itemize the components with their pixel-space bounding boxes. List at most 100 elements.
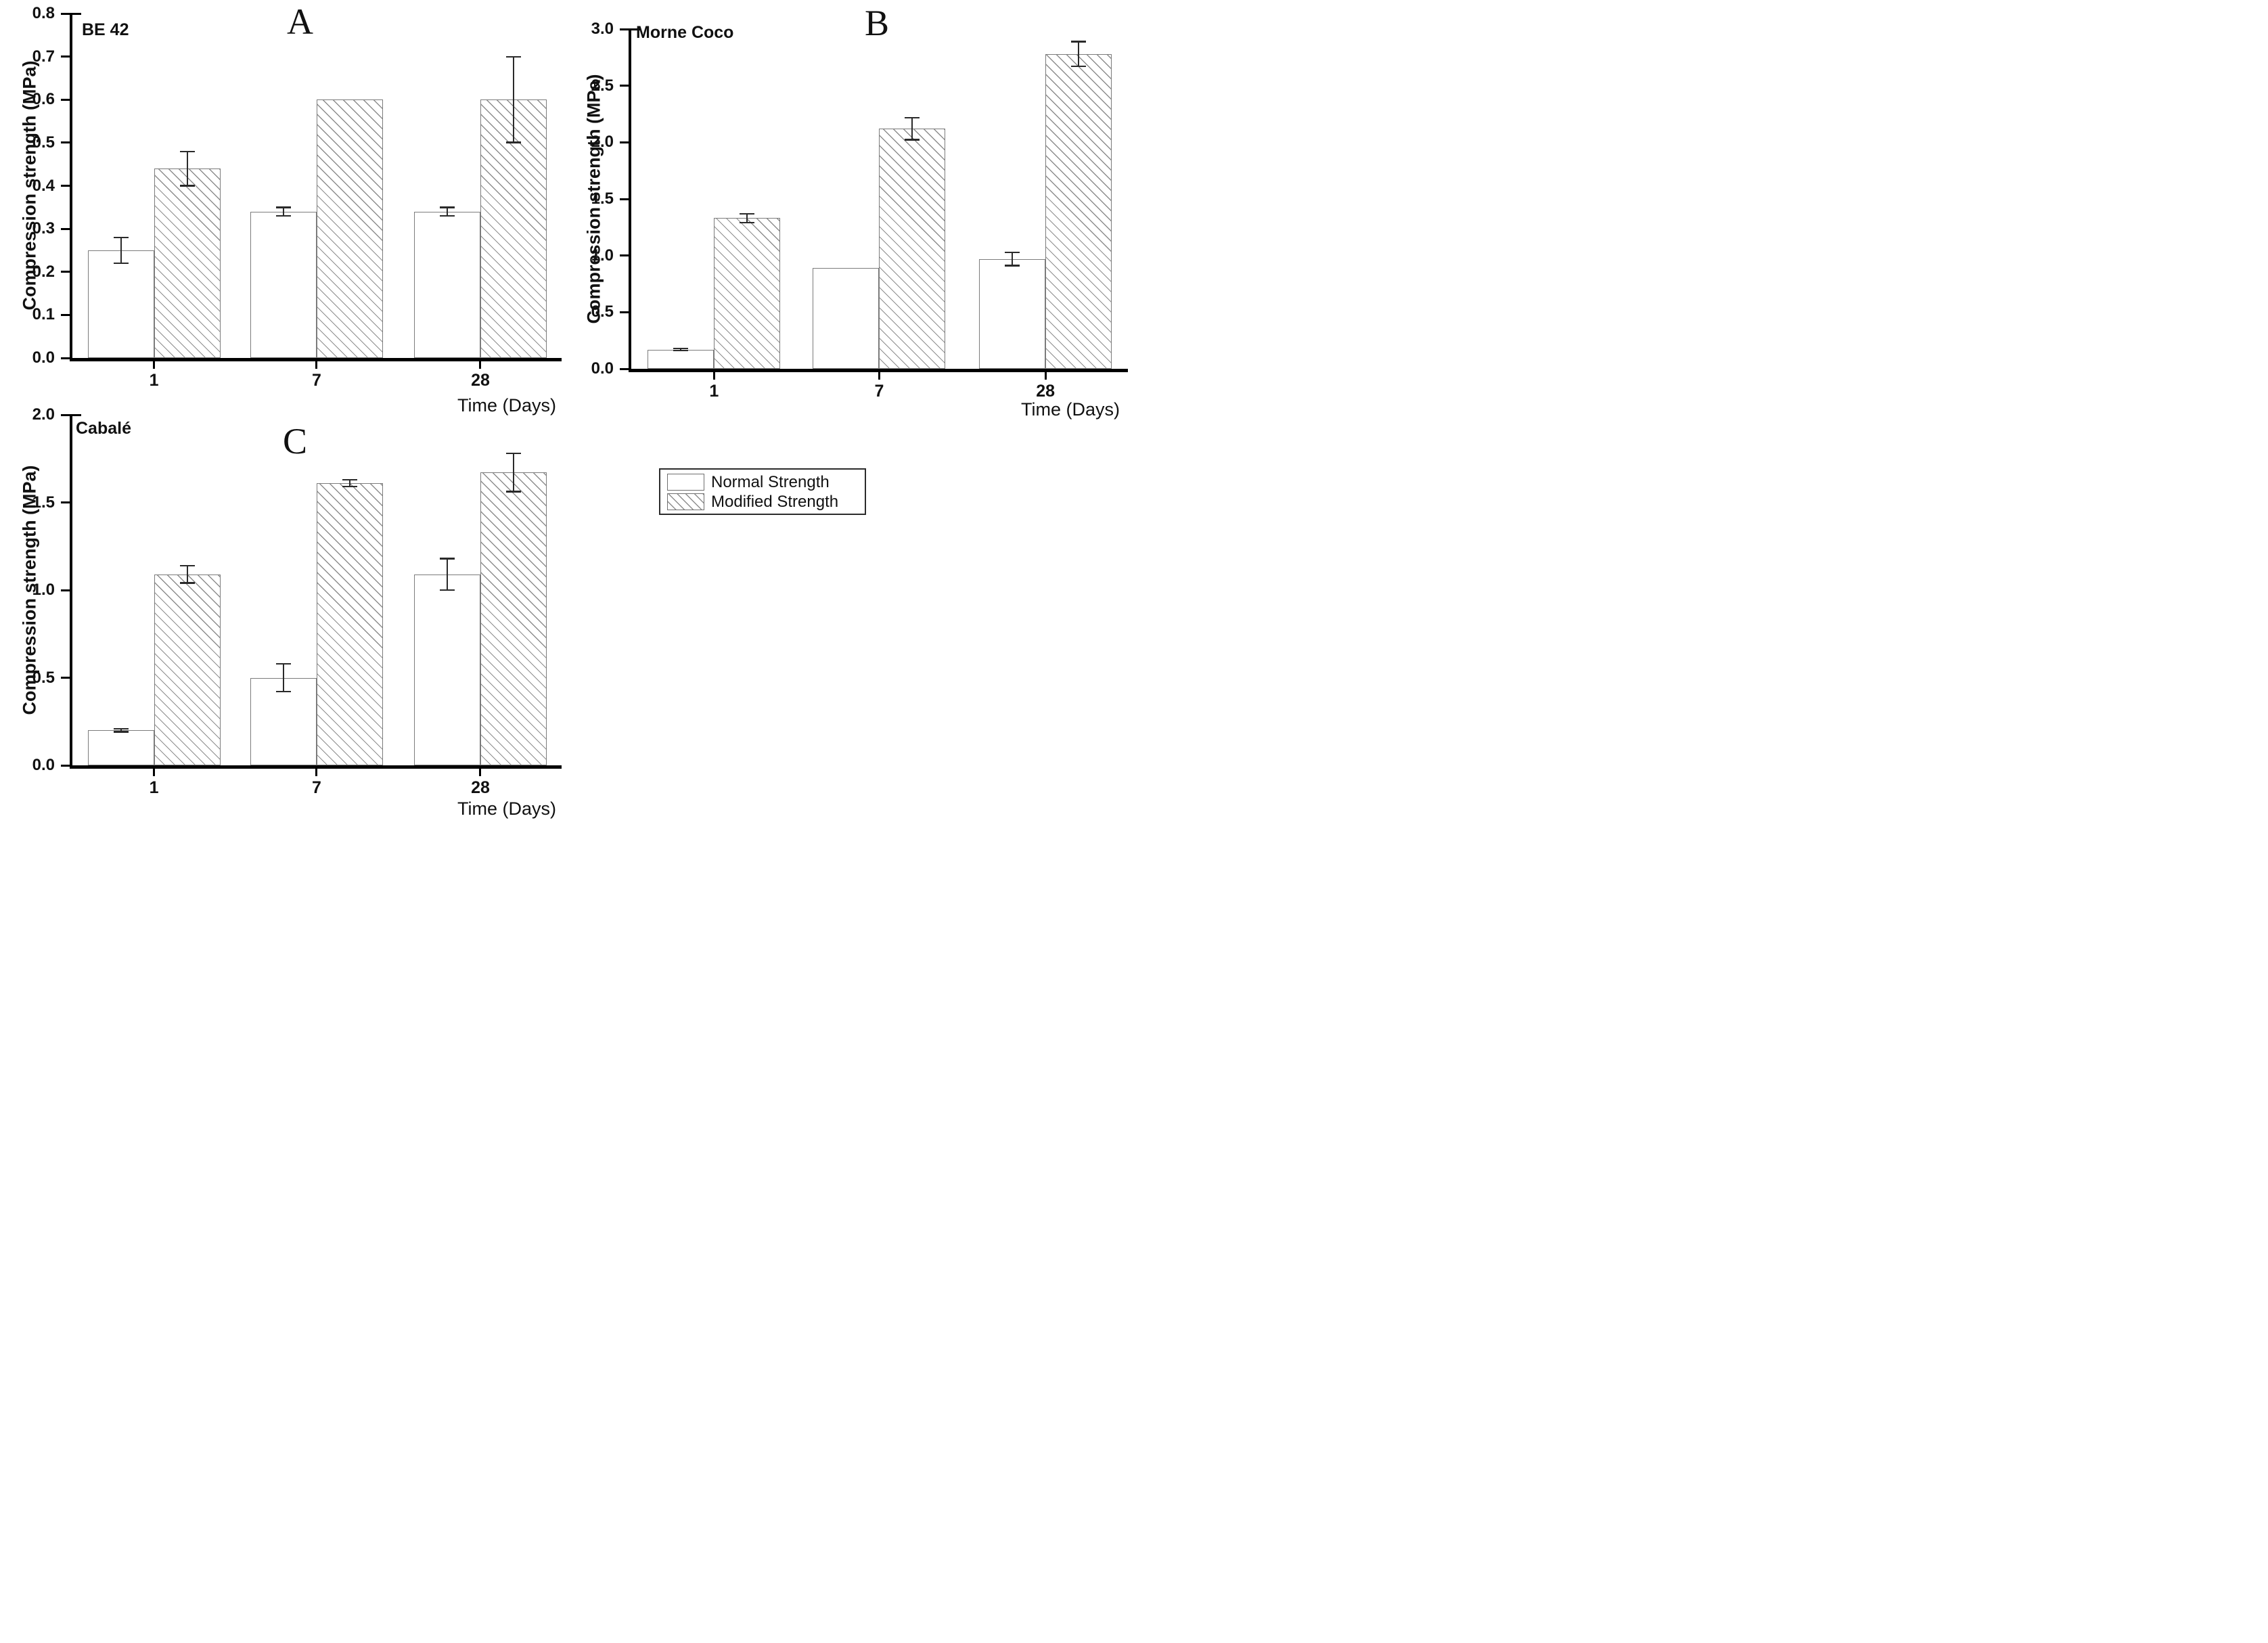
- y-axis-line: [629, 29, 631, 372]
- x-tick-mark: [1044, 372, 1047, 380]
- y-tick-mark: [61, 98, 70, 101]
- y-tick-mark: [620, 367, 629, 370]
- error-bar-stem: [1078, 41, 1080, 67]
- modified-strength-bar: [154, 168, 221, 358]
- error-bar-cap-bottom: [505, 491, 521, 493]
- chart-b-plot: 0.0 0.5 1.0 1.5 2.0 2.5 3.0 1 7 28: [591, 20, 1128, 401]
- error-bar-stem: [746, 213, 748, 223]
- y-tick-label: 0.5: [32, 668, 55, 687]
- x-tick-mark: [479, 361, 482, 369]
- error-bar-cap-bottom: [342, 485, 357, 488]
- x-tick-mark: [153, 769, 156, 776]
- y-axis-line: [70, 14, 72, 361]
- x-tick-label: 1: [709, 382, 719, 401]
- y-tick-label: 2.0: [32, 405, 55, 424]
- y-tick-label: 0.6: [32, 90, 55, 109]
- chart-c-plot: 0.0 0.5 1.0 1.5 2.0 1 7 28: [32, 405, 562, 797]
- y-tick-label: 1.0: [591, 246, 614, 265]
- chart-b-x-axis-label: Time (Days): [1021, 399, 1120, 420]
- error-bar-cap-top: [439, 206, 455, 208]
- y-tick-mark: [61, 764, 70, 767]
- error-bar-stem: [186, 151, 188, 186]
- error-bar-cap-bottom: [275, 215, 291, 217]
- error-bar-stem: [512, 453, 514, 492]
- chart-b-title: Morne Coco: [636, 23, 734, 42]
- error-bar-stem: [282, 207, 284, 217]
- figure-canvas: 0.0 0.1 0.2 0.3 0.4 0.5 0.6 0.7 0.8 1 7 28 Compress…: [0, 0, 1134, 822]
- y-tick-mark: [620, 28, 629, 30]
- error-bar-cap-top: [275, 206, 291, 208]
- y-tick-mark: [61, 271, 70, 273]
- chart-a-title: BE 42: [82, 20, 129, 39]
- y-tick-label: 0.4: [32, 176, 55, 195]
- y-tick-mark: [61, 185, 70, 187]
- error-bar-cap-top: [673, 347, 689, 350]
- y-axis-top-cap: [70, 13, 81, 15]
- x-tick-label: 1: [149, 371, 159, 390]
- x-axis-line: [70, 358, 562, 361]
- x-tick-mark: [712, 372, 715, 380]
- error-bar-stem: [1012, 252, 1014, 266]
- error-bar-cap-top: [1071, 41, 1087, 43]
- y-tick-label: 0.7: [32, 47, 55, 66]
- error-bar-cap-bottom: [439, 589, 455, 591]
- chart-b-panel-letter: B: [865, 3, 890, 43]
- x-tick-label: 7: [312, 778, 321, 797]
- error-bar-cap-bottom: [1071, 65, 1087, 68]
- error-bar-cap-bottom: [905, 139, 920, 141]
- error-bar-cap-top: [905, 116, 920, 119]
- legend-label-normal-strength: Normal Strength: [711, 472, 830, 491]
- x-axis-line: [629, 369, 1128, 372]
- normal-strength-bar: [813, 268, 880, 369]
- x-tick-label: 1: [149, 778, 159, 797]
- y-tick-mark: [61, 677, 70, 679]
- normal-strength-swatch: [667, 473, 704, 491]
- y-tick-label: 0.3: [32, 219, 55, 238]
- error-bar-cap-top: [505, 55, 521, 58]
- y-tick-mark: [61, 413, 70, 416]
- y-tick-label: 3.0: [591, 20, 614, 38]
- error-bar-cap-bottom: [505, 141, 521, 143]
- y-tick-mark: [61, 141, 70, 144]
- y-tick-label: 0.5: [591, 302, 614, 321]
- y-axis-top-cap: [70, 414, 81, 416]
- x-tick-label: 28: [471, 778, 490, 797]
- y-tick-label: 0.0: [591, 359, 614, 378]
- error-bar-cap-bottom: [740, 221, 755, 224]
- y-tick-mark: [61, 313, 70, 316]
- normal-strength-bar: [413, 211, 480, 358]
- error-bar-cap-bottom: [275, 690, 291, 693]
- error-bar-cap-top: [113, 236, 129, 239]
- modified-strength-swatch: [667, 493, 704, 510]
- y-tick-mark: [620, 141, 629, 143]
- error-bar-cap-top: [342, 478, 357, 481]
- error-bar-stem: [911, 117, 913, 140]
- chart-a-plot: 0.0 0.1 0.2 0.3 0.4 0.5 0.6 0.7 0.8 1 7 28: [32, 4, 562, 390]
- y-tick-mark: [61, 501, 70, 503]
- x-tick-mark: [315, 361, 318, 369]
- error-bar-stem: [120, 237, 122, 264]
- modified-strength-bar: [316, 483, 383, 765]
- normal-strength-bar: [87, 250, 154, 358]
- chart-b-y-axis-label: Compression strength (MPa): [583, 74, 604, 324]
- y-axis-line: [70, 415, 72, 769]
- error-bar-cap-bottom: [113, 731, 129, 733]
- y-tick-mark: [61, 227, 70, 230]
- error-bar-stem: [348, 479, 350, 487]
- chart-a-panel-letter: A: [287, 1, 313, 42]
- y-tick-label: 2.0: [591, 133, 614, 152]
- error-bar-stem: [512, 56, 514, 143]
- error-bar-cap-bottom: [673, 349, 689, 352]
- modified-strength-bar: [879, 129, 946, 369]
- x-axis-line: [70, 765, 562, 769]
- normal-strength-bar: [413, 574, 480, 765]
- error-bar-stem: [446, 207, 448, 217]
- normal-strength-bar: [648, 349, 715, 369]
- x-tick-label: 28: [471, 371, 490, 390]
- error-bar-cap-bottom: [1005, 265, 1020, 267]
- legend-label-modified-strength: Modified Strength: [711, 492, 839, 511]
- error-bar-stem: [120, 728, 122, 732]
- chart-a-y-axis-label: Compression strength (MPa): [19, 60, 40, 311]
- y-tick-label: 1.5: [32, 493, 55, 512]
- error-bar-cap-top: [113, 727, 129, 730]
